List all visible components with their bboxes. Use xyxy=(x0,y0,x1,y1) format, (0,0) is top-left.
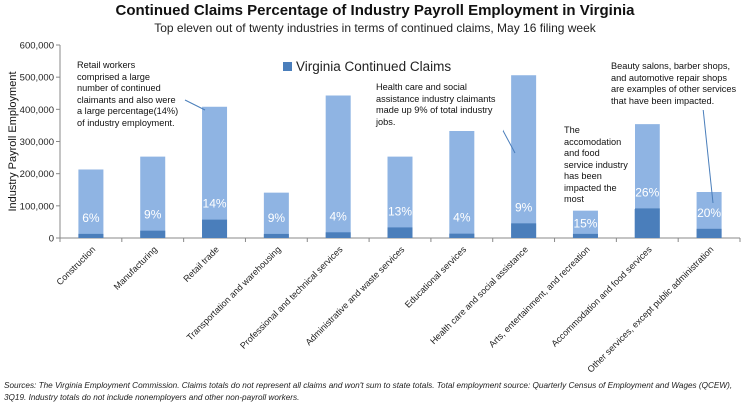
bar-percent-label: 15% xyxy=(573,217,597,231)
bar-employment xyxy=(387,156,413,238)
bar-claims xyxy=(202,219,228,238)
bar-claims xyxy=(511,223,537,238)
x-tick-label: Arts, entertainment, and recreation xyxy=(487,244,592,349)
bar-percent-label: 9% xyxy=(268,211,286,225)
annotation-retail: Retail workers comprised a large number … xyxy=(72,57,184,132)
x-tick-label: Administrative and waste services xyxy=(303,244,406,347)
bar-claims xyxy=(78,233,104,238)
x-tick-label: Construction xyxy=(55,244,98,287)
y-tick-label: 500,000 xyxy=(20,73,54,84)
bar-claims xyxy=(263,233,289,238)
y-tick-label: 300,000 xyxy=(20,137,54,148)
annotation-callout-line xyxy=(702,107,714,204)
y-tick-label: 0 xyxy=(49,234,54,245)
annotation-other-services: Beauty salons, barber shops, and automot… xyxy=(606,58,744,110)
bar-employment xyxy=(263,192,289,238)
bar-claims xyxy=(325,232,351,238)
bar-employment xyxy=(572,210,598,238)
bar-claims xyxy=(387,227,413,238)
bar-claims xyxy=(696,228,722,238)
bar-chart: 0 100,000 200,000 300,000 400,000 500,000 600,… xyxy=(7,41,741,375)
annotation-health-care: Health care and social assistance indust… xyxy=(371,79,503,131)
bar-percent-label: 6% xyxy=(82,211,100,225)
x-tick-label: Retail trade xyxy=(181,244,221,284)
bar-employment xyxy=(202,106,228,238)
bar-percent-label: 9% xyxy=(515,200,533,214)
bar-employment xyxy=(325,95,351,238)
annotation-callout-line xyxy=(184,99,206,111)
bar-percent-label: 26% xyxy=(635,185,659,199)
bar-claims xyxy=(634,208,660,238)
y-tick-label: 600,000 xyxy=(20,41,54,52)
x-tick-label: Accommodation and food services xyxy=(549,244,654,349)
bar-percent-label: 13% xyxy=(388,204,412,218)
y-tick-label: 400,000 xyxy=(20,105,54,116)
y-tick-label: 200,000 xyxy=(20,169,54,180)
x-tick-label: Professional and technical services xyxy=(238,244,345,351)
bar-percent-label: 4% xyxy=(453,211,471,225)
bar-claims xyxy=(140,230,166,238)
bar-percent-label: 20% xyxy=(697,206,721,220)
bar-percent-label: 14% xyxy=(203,197,227,211)
x-tick-label: Health care and social assistance xyxy=(428,244,530,346)
y-axis-label: Industry Payroll Employment xyxy=(7,72,19,212)
bar-percent-label: 4% xyxy=(330,209,348,223)
bar-percent-label: 9% xyxy=(144,208,162,222)
legend-swatch xyxy=(283,62,292,71)
annotation-accommodation: The accomodation and food service indust… xyxy=(559,122,635,209)
source-note: Sources: The Virginia Employment Commiss… xyxy=(4,381,733,402)
bar-employment xyxy=(78,169,104,238)
legend-label: Virginia Continued Claims xyxy=(296,59,451,74)
bar-employment xyxy=(511,75,537,238)
bar-employment xyxy=(449,129,475,238)
x-tick-label: Manufacturing xyxy=(112,244,159,291)
chart-subtitle: Top eleven out of twenty industries in t… xyxy=(154,21,596,35)
bar-claims xyxy=(572,233,598,238)
x-tick-label: Educational services xyxy=(403,244,469,310)
bar-employment xyxy=(140,156,166,238)
bar-claims xyxy=(449,233,475,238)
chart-title: Continued Claims Percentage of Industry … xyxy=(115,2,635,19)
x-tick-label: Other services, except public administra… xyxy=(585,244,715,374)
y-tick-label: 100,000 xyxy=(20,201,54,212)
